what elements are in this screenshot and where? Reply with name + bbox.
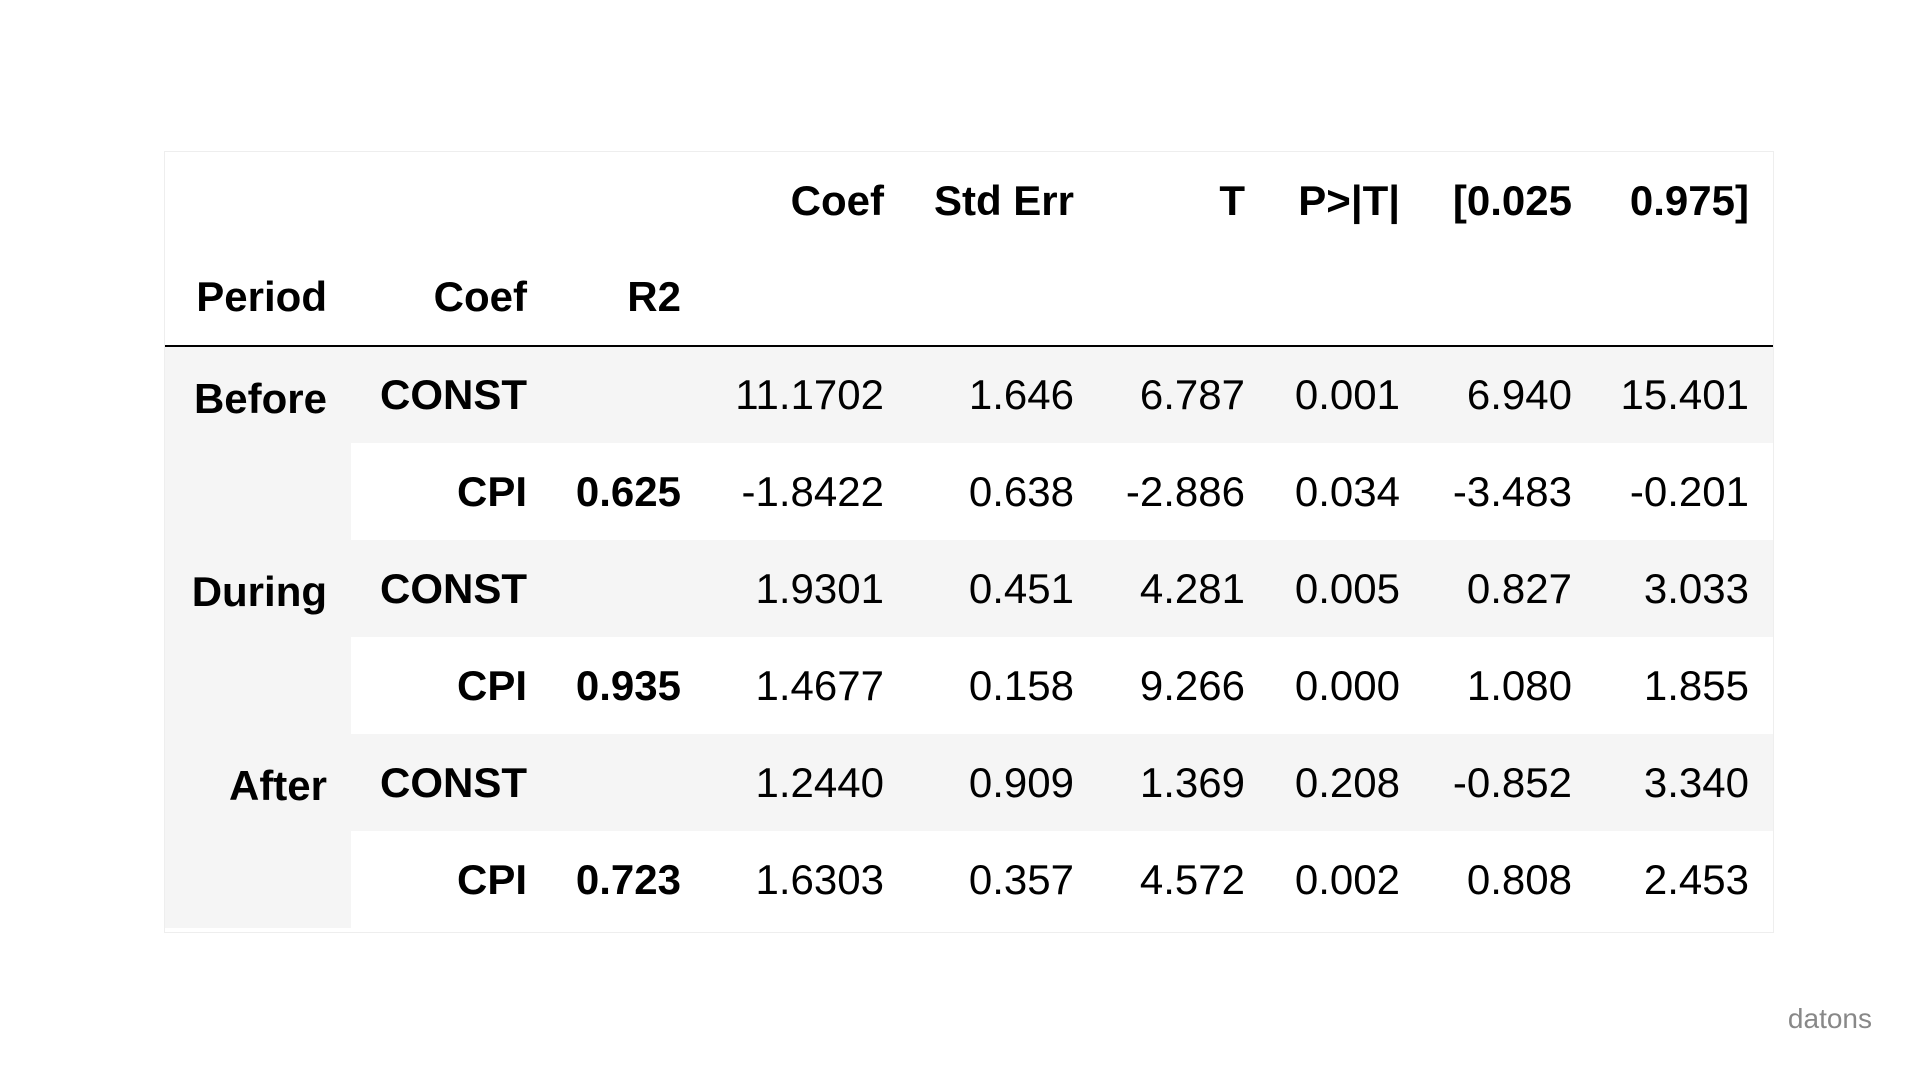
col-header-coef: Coef bbox=[790, 176, 884, 224]
r2-value bbox=[551, 346, 705, 443]
column-header-row: Coef Std Err T P>|T| [0.025 0.975] bbox=[165, 152, 1773, 249]
table-row: CPI 0.935 1.4677 0.158 9.266 0.000 1.080 1.855 bbox=[165, 637, 1773, 734]
p-value: 0.002 bbox=[1269, 831, 1424, 928]
table-row: After CONST 1.2440 0.909 1.369 0.208 -0.852 3.3… bbox=[165, 734, 1773, 928]
t-value: 4.281 bbox=[1098, 540, 1269, 637]
t-value: 6.787 bbox=[1098, 346, 1269, 443]
p-value: 0.000 bbox=[1269, 637, 1424, 734]
period-label: During bbox=[165, 540, 351, 734]
p-value: 0.208 bbox=[1269, 734, 1424, 831]
blank-header-cell bbox=[1424, 249, 1596, 346]
index-header-period: Period bbox=[196, 273, 327, 320]
std-err-value: 0.357 bbox=[908, 831, 1098, 928]
blank-header-cell bbox=[351, 152, 551, 249]
t-value: 4.572 bbox=[1098, 831, 1269, 928]
t-value: -2.886 bbox=[1098, 443, 1269, 540]
ci-high-value: -0.201 bbox=[1596, 443, 1773, 540]
period-label: Before bbox=[165, 346, 351, 540]
coef-value: 1.6303 bbox=[705, 831, 908, 928]
watermark-text: datons bbox=[1787, 1003, 1872, 1034]
table-row: CPI 0.723 1.6303 0.357 4.572 0.002 0.808 2.453 bbox=[165, 831, 1773, 928]
ci-low-value: 6.940 bbox=[1424, 346, 1596, 443]
col-header-ci-low: [0.025 bbox=[1452, 176, 1572, 224]
coef-label: CONST bbox=[351, 346, 551, 443]
coef-value: 1.9301 bbox=[705, 540, 908, 637]
r2-value: 0.935 bbox=[551, 637, 705, 734]
blank-header-cell bbox=[165, 152, 351, 249]
coef-value: 1.2440 bbox=[705, 734, 908, 831]
coef-label: CONST bbox=[351, 734, 551, 831]
ci-high-value: 1.855 bbox=[1596, 637, 1773, 734]
std-err-value: 1.646 bbox=[908, 346, 1098, 443]
index-header-r2: R2 bbox=[627, 273, 681, 320]
coef-label: CONST bbox=[351, 540, 551, 637]
r2-value bbox=[551, 734, 705, 831]
table-row: Before CONST 11.1702 1.646 6.787 0.001 6.940 15… bbox=[165, 346, 1773, 540]
blank-header-cell bbox=[551, 152, 705, 249]
col-header-ci-high: 0.975] bbox=[1629, 176, 1749, 224]
index-header-coef: Coef bbox=[433, 273, 527, 320]
ci-low-value: -3.483 bbox=[1424, 443, 1596, 540]
r2-value bbox=[551, 540, 705, 637]
blank-header-cell bbox=[705, 249, 908, 346]
ci-high-value: 3.033 bbox=[1596, 540, 1773, 637]
coef-label: CPI bbox=[351, 831, 551, 928]
index-header-row: Period Coef R2 bbox=[165, 249, 1773, 346]
table-header: Coef Std Err T P>|T| [0.025 0.975] Perio… bbox=[165, 152, 1773, 346]
coef-label: CPI bbox=[351, 637, 551, 734]
p-value: 0.034 bbox=[1269, 443, 1424, 540]
std-err-value: 0.638 bbox=[908, 443, 1098, 540]
col-header-std-err: Std Err bbox=[933, 176, 1074, 224]
r2-value: 0.723 bbox=[551, 831, 705, 928]
coef-value: 11.1702 bbox=[705, 346, 908, 443]
ci-low-value: 0.808 bbox=[1424, 831, 1596, 928]
t-value: 9.266 bbox=[1098, 637, 1269, 734]
coef-value: 1.4677 bbox=[705, 637, 908, 734]
std-err-value: 0.451 bbox=[908, 540, 1098, 637]
t-value: 1.369 bbox=[1098, 734, 1269, 831]
coef-label: CPI bbox=[351, 443, 551, 540]
std-err-value: 0.158 bbox=[908, 637, 1098, 734]
p-value: 0.001 bbox=[1269, 346, 1424, 443]
col-header-t: T bbox=[1219, 176, 1245, 224]
p-value: 0.005 bbox=[1269, 540, 1424, 637]
ci-low-value: 1.080 bbox=[1424, 637, 1596, 734]
coef-value: -1.8422 bbox=[705, 443, 908, 540]
blank-header-cell bbox=[908, 249, 1098, 346]
ci-high-value: 3.340 bbox=[1596, 734, 1773, 831]
table-body: Before CONST 11.1702 1.646 6.787 0.001 6.940 15… bbox=[165, 346, 1773, 928]
period-label: After bbox=[165, 734, 351, 928]
ci-high-value: 2.453 bbox=[1596, 831, 1773, 928]
table-row: During CONST 1.9301 0.451 4.281 0.005 0.827 3.0… bbox=[165, 540, 1773, 734]
blank-header-cell bbox=[1098, 249, 1269, 346]
ci-high-value: 15.401 bbox=[1596, 346, 1773, 443]
r2-value: 0.625 bbox=[551, 443, 705, 540]
regression-table-container: Coef Std Err T P>|T| [0.025 0.975] Perio… bbox=[164, 151, 1774, 933]
blank-header-cell bbox=[1269, 249, 1424, 346]
regression-table: Coef Std Err T P>|T| [0.025 0.975] Perio… bbox=[165, 152, 1773, 928]
blank-header-cell bbox=[1596, 249, 1773, 346]
ci-low-value: 0.827 bbox=[1424, 540, 1596, 637]
ci-low-value: -0.852 bbox=[1424, 734, 1596, 831]
table-row: CPI 0.625 -1.8422 0.638 -2.886 0.034 -3.483 -0.… bbox=[165, 443, 1773, 540]
col-header-p: P>|T| bbox=[1298, 176, 1400, 224]
std-err-value: 0.909 bbox=[908, 734, 1098, 831]
